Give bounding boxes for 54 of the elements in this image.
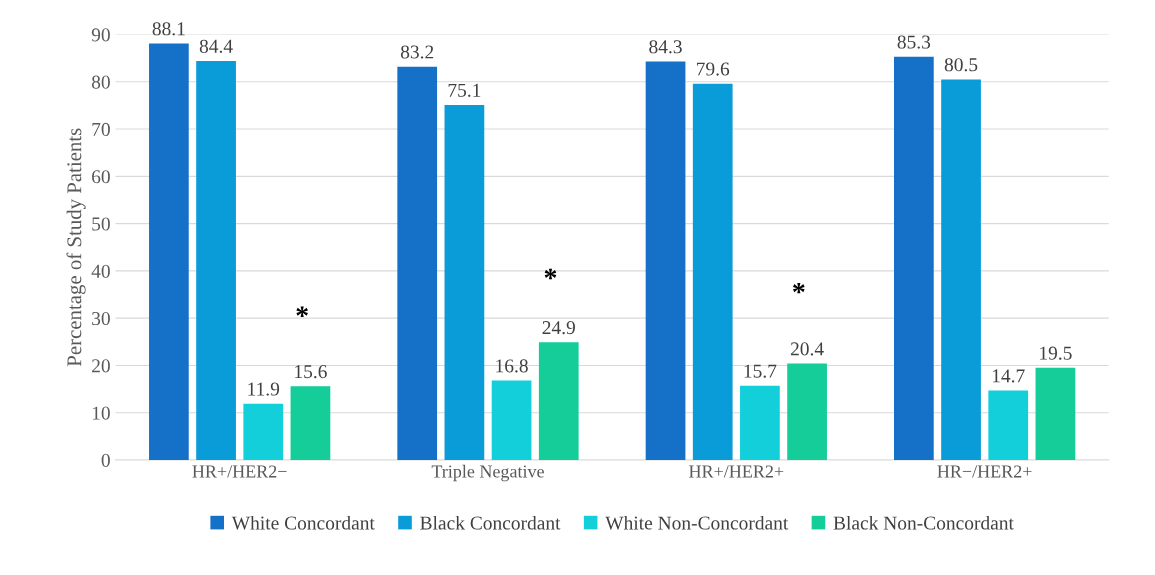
- bar: [149, 43, 189, 460]
- data-label: 84.3: [649, 40, 682, 54]
- y-tick-label: 90: [91, 28, 110, 42]
- bar: [444, 104, 485, 460]
- data-label: 75.1: [448, 83, 481, 97]
- x-tick-label: HR+/HER2−: [192, 465, 287, 478]
- bar: [941, 79, 981, 460]
- legend-label: Black Concordant: [420, 515, 561, 530]
- bar: [692, 83, 733, 460]
- bar: [538, 342, 579, 460]
- y-tick-label: 10: [92, 406, 110, 420]
- legend-label: Black Non-Concordant: [833, 515, 1014, 530]
- data-label: 84.4: [199, 39, 233, 53]
- y-tick-label: 60: [92, 170, 110, 184]
- bar: [988, 390, 1029, 460]
- data-label: 16.8: [496, 359, 528, 373]
- bar: [290, 386, 331, 460]
- y-tick-label: 20: [92, 359, 110, 373]
- y-tick-label: 0: [101, 453, 110, 467]
- y-axis-title: Percentage of Study Patients: [66, 128, 86, 367]
- data-label: 15.7: [744, 364, 777, 378]
- y-tick-label: 50: [92, 217, 110, 231]
- y-tick-label: 30: [92, 311, 110, 326]
- data-label: 79.6: [696, 62, 730, 76]
- x-tick-label: Triple Negative: [431, 464, 544, 482]
- legend-label: White Non-Concordant: [605, 515, 789, 530]
- y-tick-label: 40: [91, 264, 110, 278]
- bar: [645, 61, 686, 460]
- bar: [894, 56, 934, 460]
- bar: [397, 66, 438, 460]
- bar: [740, 385, 780, 460]
- data-label: 14.7: [992, 369, 1025, 383]
- y-tick-label: 70: [92, 122, 110, 136]
- data-label: 11.9: [248, 382, 280, 396]
- data-label: 80.5: [944, 58, 978, 72]
- annotation: *: [793, 282, 805, 294]
- data-label: 88.1: [152, 22, 185, 36]
- x-tick-label: HR+/HER2+: [689, 465, 784, 478]
- data-label: 19.5: [1040, 346, 1072, 360]
- bar: [1035, 367, 1076, 460]
- data-label: 24.9: [542, 321, 575, 335]
- data-label: 85.3: [897, 35, 931, 49]
- bar: [491, 380, 532, 460]
- bar: [243, 403, 284, 460]
- annotation: *: [544, 268, 557, 280]
- bar: [787, 363, 827, 460]
- legend-label: White Concordant: [231, 515, 375, 530]
- annotation: *: [296, 306, 308, 317]
- bar: [196, 60, 236, 460]
- data-label: 15.6: [295, 365, 327, 379]
- y-tick-label: 80: [91, 75, 110, 89]
- data-label: 83.2: [400, 45, 434, 59]
- x-tick-label: HR−/HER2+: [937, 465, 1032, 478]
- data-label: 20.4: [790, 342, 824, 356]
